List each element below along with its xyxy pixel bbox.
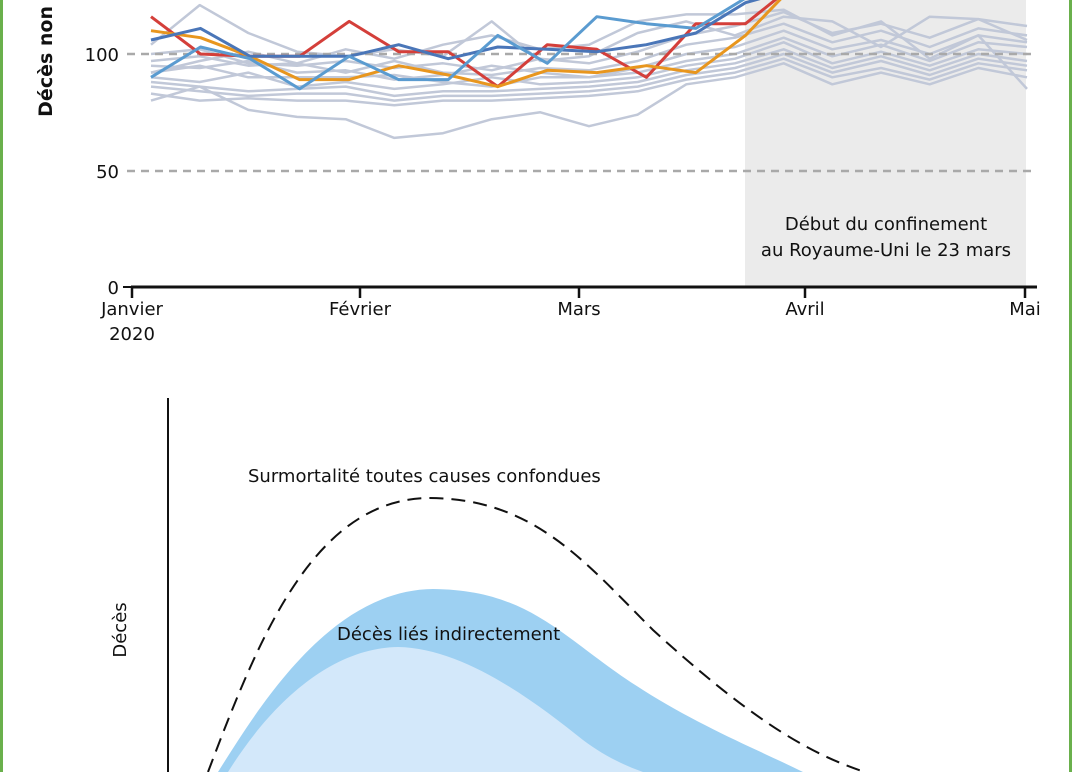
background-series-group	[150, 3, 1028, 140]
indirect-deaths-label: Décès liés indirectement	[337, 624, 560, 645]
lockdown-shaded-region	[745, 0, 1026, 287]
y-tick-label-50: 50	[96, 162, 119, 183]
highlighted-series-line-2	[150, 0, 782, 89]
x-tick-label-mai: Mai	[1009, 299, 1041, 320]
y-tick-label-100: 100	[85, 45, 119, 66]
bottom-y-axis-label: Décès	[110, 602, 131, 657]
background-series-line-10	[150, 62, 1028, 140]
excess-mortality-dashed-curve	[207, 496, 866, 772]
background-series-line-1	[150, 3, 1028, 63]
x-tick-label-avril: Avril	[785, 299, 824, 320]
excess-mortality-label: Surmortalité toutes causes confondues	[248, 466, 601, 487]
highlighted-series-line-4	[150, 0, 746, 91]
top-line-chart: 100 50 0 Décès non Janvier 2020 Février …	[35, 0, 1041, 345]
y-axis-label: Décès non	[35, 6, 57, 117]
highlighted-series-line-3	[150, 0, 761, 61]
direct-deaths-area	[228, 647, 643, 772]
background-series-line-9	[150, 57, 1028, 107]
x-tick-label-janvier: Janvier	[100, 299, 163, 320]
background-series-line-8	[150, 52, 1028, 102]
background-series-line-11	[150, 8, 1028, 90]
x-tick-label-janvier-year: 2020	[109, 324, 155, 345]
lockdown-annotation-line2: au Royaume-Uni le 23 mars	[761, 240, 1011, 261]
bottom-area-chart: Décès Surmortalité toutes causes confond…	[110, 398, 866, 772]
lockdown-annotation-line1: Début du confinement	[785, 214, 987, 235]
x-tick-label-mars: Mars	[557, 299, 600, 320]
background-series-line-2	[150, 10, 1028, 72]
y-tick-label-0: 0	[108, 278, 119, 299]
x-tick-label-fevrier: Février	[329, 299, 392, 320]
highlighted-series-group	[150, 0, 782, 91]
chart-canvas: 100 50 0 Décès non Janvier 2020 Février …	[35, 0, 1041, 772]
